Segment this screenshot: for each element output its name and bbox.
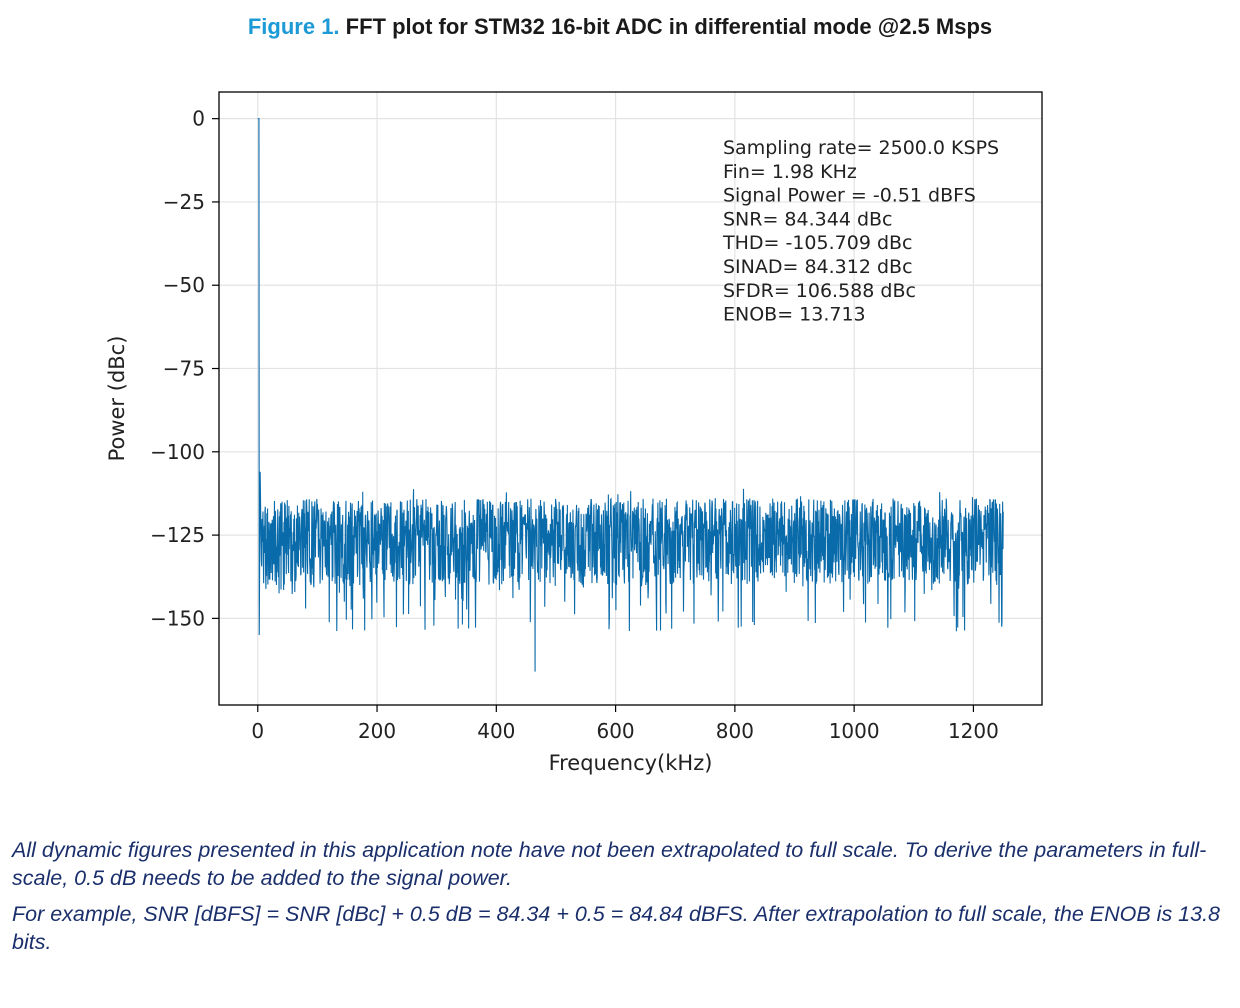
x-tick-label: 400 (477, 719, 515, 743)
y-tick-label: 0 (192, 107, 205, 131)
annotation-line: SNR= 84.344 dBc (723, 208, 893, 230)
note-paragraph-1: All dynamic figures presented in this ap… (12, 838, 1207, 890)
x-tick-label: 800 (716, 719, 754, 743)
x-tick-label: 200 (358, 719, 396, 743)
y-tick-label: −125 (150, 523, 205, 547)
annotation-line: THD= -105.709 dBc (722, 232, 913, 254)
annotation-line: Fin= 1.98 KHz (723, 161, 857, 183)
x-tick-label: 0 (251, 719, 264, 743)
note-paragraph-2: For example, SNR [dBFS] = SNR [dBc] + 0.… (12, 902, 1221, 954)
x-tick-label: 1000 (829, 719, 880, 743)
y-tick-label: −25 (163, 190, 205, 214)
y-tick-label: −50 (163, 273, 205, 297)
series-layer (257, 118, 1004, 672)
y-tick-label: −75 (163, 357, 205, 381)
ticks: 0 200 400 600 800 1000 1200 0 −25 −50 −75 −100 −125 −… (150, 107, 999, 743)
x-tick-label: 600 (596, 719, 634, 743)
annotation-line: SINAD= 84.312 dBc (723, 256, 913, 278)
fft-series-line (257, 118, 1004, 672)
annotation-line: Signal Power = -0.51 dBFS (723, 185, 976, 207)
figure-number: Figure 1. (247, 14, 340, 39)
annotation-line: Sampling rate= 2500.0 KSPS (723, 137, 999, 159)
fft-chart: 0 200 400 600 800 1000 1200 0 −25 −50 −75 −100 −125 −… (105, 91, 1043, 775)
annotation-line: ENOB= 13.713 (723, 304, 866, 326)
x-axis-label: Frequency(kHz) (549, 751, 713, 775)
figure-title: Figure 1. FFT plot for STM32 16-bit ADC … (0, 14, 1240, 40)
y-axis-label: Power (dBc) (105, 336, 129, 462)
y-tick-label: −150 (150, 606, 205, 630)
plot-frame (218, 91, 1043, 706)
annotation-line: SFDR= 106.588 dBc (723, 280, 916, 302)
notes: All dynamic figures presented in this ap… (12, 836, 1227, 964)
y-tick-label: −100 (150, 440, 205, 464)
figure-caption: FFT plot for STM32 16-bit ADC in differe… (345, 14, 993, 39)
x-tick-label: 1200 (948, 719, 999, 743)
